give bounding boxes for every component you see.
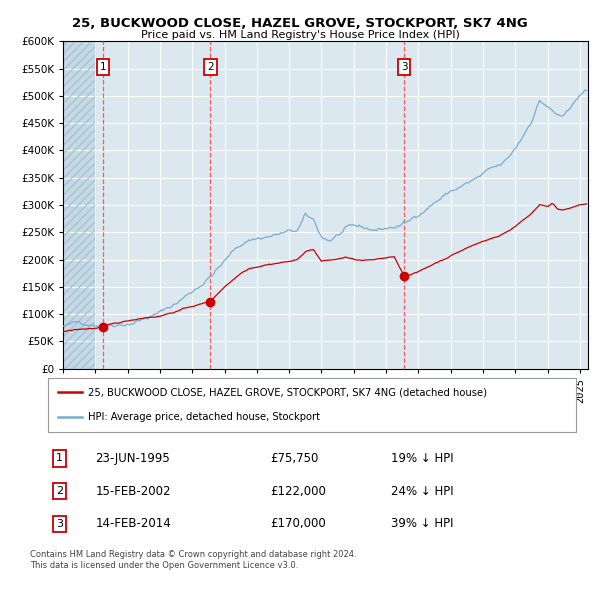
Text: 1: 1 <box>56 454 63 463</box>
Text: £75,750: £75,750 <box>270 452 318 465</box>
Text: 23-JUN-1995: 23-JUN-1995 <box>95 452 170 465</box>
Text: 2: 2 <box>207 62 214 72</box>
Text: Price paid vs. HM Land Registry's House Price Index (HPI): Price paid vs. HM Land Registry's House … <box>140 30 460 40</box>
Bar <box>63 41 95 369</box>
Text: £122,000: £122,000 <box>270 484 326 498</box>
Text: 3: 3 <box>401 62 407 72</box>
Text: 24% ↓ HPI: 24% ↓ HPI <box>391 484 454 498</box>
Text: Contains HM Land Registry data © Crown copyright and database right 2024.: Contains HM Land Registry data © Crown c… <box>30 550 356 559</box>
Text: 2: 2 <box>56 486 63 496</box>
Text: 39% ↓ HPI: 39% ↓ HPI <box>391 517 454 530</box>
FancyBboxPatch shape <box>48 378 576 432</box>
Text: HPI: Average price, detached house, Stockport: HPI: Average price, detached house, Stoc… <box>88 412 320 422</box>
Text: 14-FEB-2014: 14-FEB-2014 <box>95 517 171 530</box>
Text: £170,000: £170,000 <box>270 517 326 530</box>
Text: 25, BUCKWOOD CLOSE, HAZEL GROVE, STOCKPORT, SK7 4NG: 25, BUCKWOOD CLOSE, HAZEL GROVE, STOCKPO… <box>72 17 528 30</box>
Text: 19% ↓ HPI: 19% ↓ HPI <box>391 452 454 465</box>
Text: 15-FEB-2002: 15-FEB-2002 <box>95 484 171 498</box>
Text: This data is licensed under the Open Government Licence v3.0.: This data is licensed under the Open Gov… <box>30 560 298 569</box>
Text: 3: 3 <box>56 519 63 529</box>
Text: 25, BUCKWOOD CLOSE, HAZEL GROVE, STOCKPORT, SK7 4NG (detached house): 25, BUCKWOOD CLOSE, HAZEL GROVE, STOCKPO… <box>88 387 487 397</box>
Text: 1: 1 <box>100 62 106 72</box>
Bar <box>63 41 95 369</box>
